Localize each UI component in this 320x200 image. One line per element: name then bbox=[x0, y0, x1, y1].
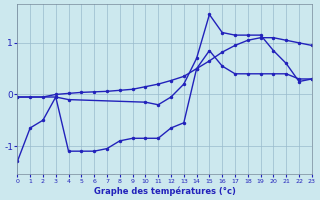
X-axis label: Graphe des températures (°c): Graphe des températures (°c) bbox=[94, 186, 236, 196]
